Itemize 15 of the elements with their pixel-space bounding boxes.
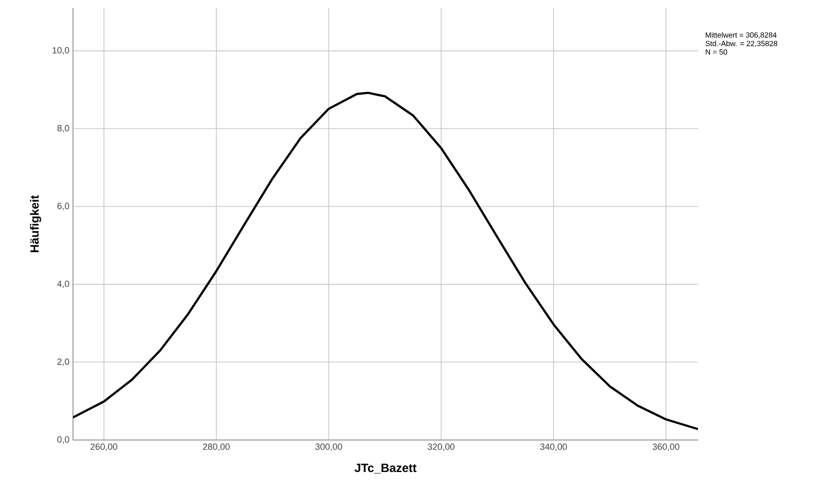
- y-tick-label: 10,0: [52, 47, 70, 54]
- x-tick-label: 340,00: [540, 444, 567, 451]
- x-tick-label: 280,00: [203, 444, 230, 451]
- x-tick-label: 320,00: [428, 444, 455, 451]
- line-series: [73, 92, 698, 430]
- y-tick-label: 2,0: [57, 358, 70, 366]
- y-tick-label: 8,0: [57, 124, 70, 132]
- x-tick-label: 360,00: [652, 444, 680, 451]
- y-tick-label: 4,0: [57, 280, 70, 288]
- x-axis-title: JTc_Bazett: [354, 464, 416, 474]
- x-tick-label: 300,00: [315, 444, 342, 451]
- y-axis-title: Häufigkeit: [30, 195, 42, 252]
- y-tick-label: 6,0: [57, 202, 70, 210]
- x-tick-label: 260,00: [90, 444, 118, 451]
- y-tick-label: 0,0: [57, 436, 70, 444]
